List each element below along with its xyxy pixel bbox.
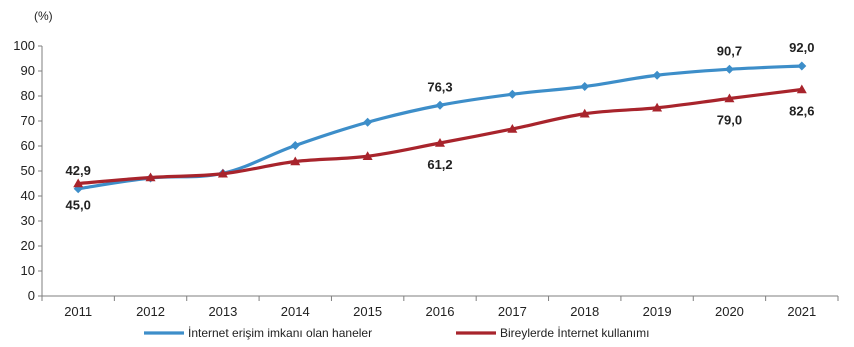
axes: 0 10 20 30 40 50 60 70 80 90 100 2011 2012 2013 2014 20… (13, 38, 839, 319)
x-tick-label: 2018 (570, 304, 599, 319)
series-0-point (507, 89, 517, 99)
x-tick-label: 2013 (208, 304, 237, 319)
series-0-point (724, 64, 734, 74)
series-1-point (145, 172, 156, 182)
y-tick-label: 10 (21, 263, 35, 278)
x-tick-label: 2019 (643, 304, 672, 319)
y-tick-label: 20 (21, 238, 35, 253)
y-tick-label: 50 (21, 163, 35, 178)
series-1-point (290, 156, 301, 166)
y-axis-label: (%) (34, 9, 53, 23)
y-tick-label: 100 (13, 38, 35, 53)
series-1-point (652, 102, 663, 112)
series-1-point (579, 108, 590, 118)
series-0-data-label: 90,7 (717, 43, 742, 58)
series-1-data-label: 61,2 (427, 157, 452, 172)
series-0-point (290, 141, 300, 150)
series-1-point (435, 138, 445, 147)
x-tick-label: 2015 (353, 304, 382, 319)
series-1-data-label: 82,6 (789, 104, 814, 119)
x-tick-label: 2021 (787, 304, 816, 319)
x-tick-label: 2014 (281, 304, 310, 319)
y-tick-label: 30 (21, 213, 35, 228)
x-tick-label: 2012 (136, 304, 165, 319)
x-tick-label: 2016 (426, 304, 455, 319)
legend-label-0: İnternet erişim imkanı olan haneler (188, 326, 372, 340)
series-0-point (435, 100, 445, 110)
series-0-point (580, 82, 590, 91)
y-tick-label: 80 (21, 88, 35, 103)
y-tick-label: 70 (21, 113, 35, 128)
series-1-data-label: 79,0 (717, 113, 742, 128)
y-tick-label: 40 (21, 188, 35, 203)
series-1-point (362, 151, 373, 160)
x-tick-label: 2020 (715, 304, 744, 319)
y-tick-label: 90 (21, 63, 35, 78)
x-tick-label: 2011 (64, 304, 92, 319)
data-labels: 42,9 76,3 90,7 92,0 45,0 61,2 79,0 82,6 (66, 40, 815, 213)
series-0-data-label: 76,3 (427, 79, 452, 94)
series-0-point (797, 61, 807, 71)
series-1-point (796, 84, 807, 94)
y-tick-label: 60 (21, 138, 35, 153)
series-1-point (73, 178, 84, 188)
series-1-point (724, 93, 735, 103)
legend: İnternet erişim imkanı olan haneler Birey… (144, 326, 649, 340)
series-1-point (217, 168, 228, 178)
y-tick-label: 0 (28, 288, 35, 303)
series-layer (73, 61, 807, 194)
series-0-point (652, 70, 662, 80)
series-1-point (507, 124, 518, 133)
x-tick-label: 2017 (498, 304, 527, 319)
series-0-data-label: 92,0 (789, 40, 814, 55)
series-0-point (363, 117, 373, 127)
series-0-data-label: 42,9 (66, 163, 91, 178)
legend-label-1: Bireylerde İnternet kullanımı (500, 326, 649, 340)
series-1-data-label: 45,0 (66, 198, 91, 213)
